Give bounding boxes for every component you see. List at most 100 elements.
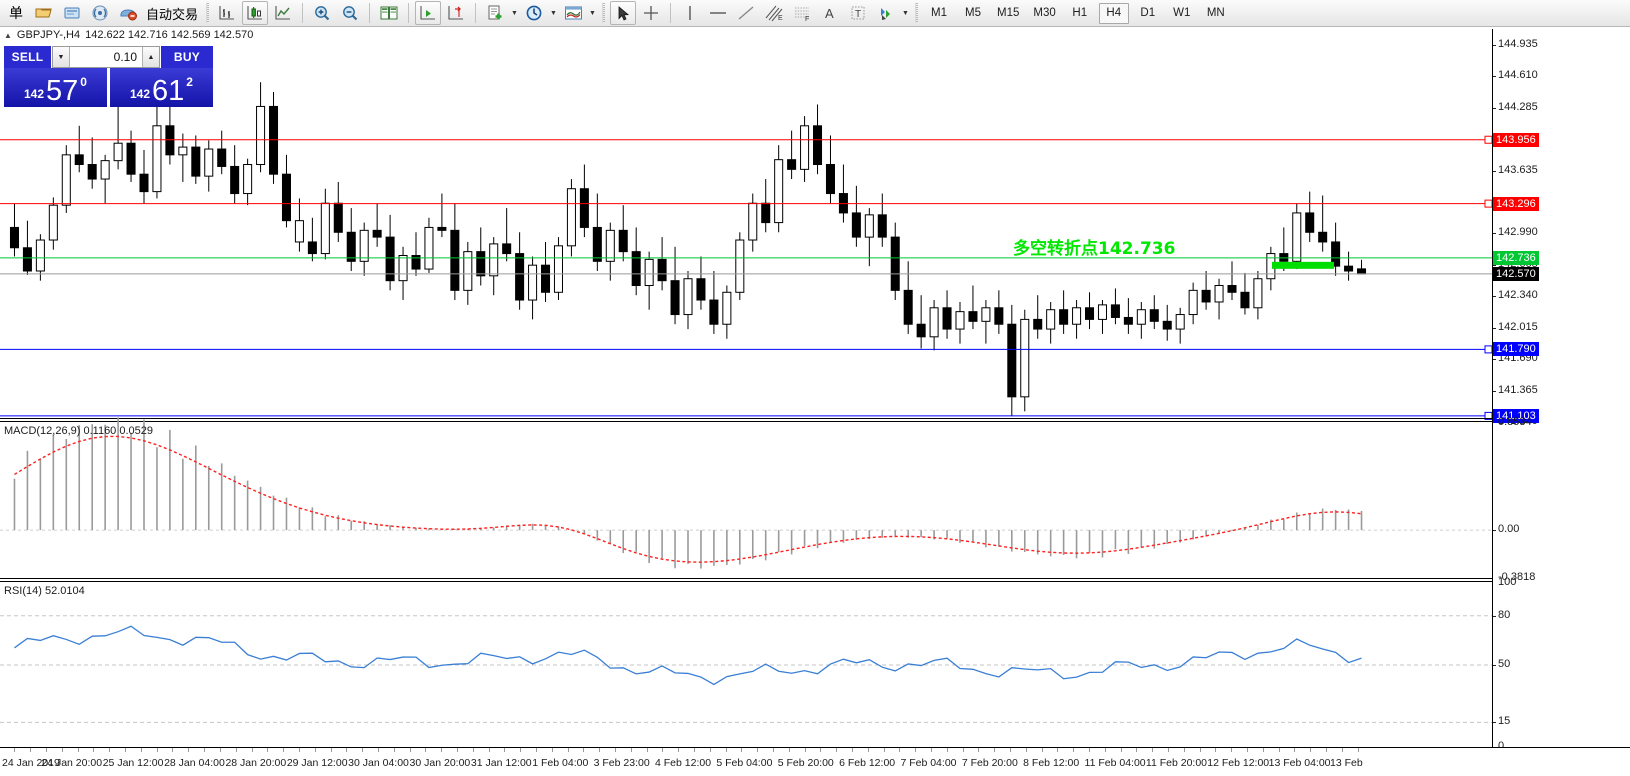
vertical-line-icon[interactable] bbox=[677, 1, 703, 25]
svg-text:T: T bbox=[855, 9, 861, 20]
time-tick-mark bbox=[1168, 748, 1169, 752]
signal-icon[interactable] bbox=[87, 1, 113, 25]
price-tick-label: 144.285 bbox=[1498, 100, 1538, 113]
candle bbox=[903, 261, 913, 334]
ohlc-values: 142.622 142.716 142.569 142.570 bbox=[85, 29, 254, 41]
sell-price-display[interactable]: 142 57 0 bbox=[4, 68, 107, 107]
level-line-handle[interactable] bbox=[1484, 345, 1493, 354]
sell-button[interactable]: SELL bbox=[4, 46, 51, 68]
period-icon[interactable] bbox=[521, 1, 547, 25]
chart-shift-icon[interactable] bbox=[443, 1, 469, 25]
time-tick-mark bbox=[741, 748, 743, 752]
time-tick-mark bbox=[14, 748, 16, 752]
market-icon[interactable] bbox=[115, 1, 141, 25]
autoscroll-icon[interactable] bbox=[415, 1, 442, 25]
candle bbox=[502, 208, 512, 262]
candle bbox=[1136, 301, 1146, 339]
indicators-icon[interactable] bbox=[482, 1, 508, 25]
level-line-handle[interactable] bbox=[1484, 135, 1493, 144]
macd-tick-label: -0.3818 bbox=[1498, 571, 1536, 583]
price-macd-divider-2 bbox=[0, 421, 1630, 422]
time-tick-mark bbox=[599, 748, 601, 752]
collapse-chart-icon[interactable]: ▲ bbox=[4, 30, 12, 40]
horizontal-line-icon[interactable] bbox=[705, 1, 731, 25]
buy-price-display[interactable]: 142 61 2 bbox=[110, 68, 213, 107]
candle bbox=[968, 285, 978, 330]
volume-stepper[interactable]: ▼ 0.10 ▲ bbox=[52, 46, 160, 68]
time-tick-mark bbox=[1152, 748, 1154, 752]
timeframe-mn[interactable]: MN bbox=[1206, 7, 1225, 19]
volume-input[interactable]: 0.10 bbox=[70, 47, 142, 67]
candle bbox=[333, 181, 343, 242]
timeframe-m5[interactable]: M5 bbox=[965, 7, 981, 19]
time-tick-mark bbox=[425, 748, 427, 752]
candle bbox=[1046, 301, 1056, 344]
text-label-icon[interactable]: A bbox=[817, 1, 843, 25]
candle bbox=[1175, 307, 1185, 344]
equidistant-channel-icon[interactable]: E bbox=[761, 1, 787, 25]
trendline-icon[interactable] bbox=[733, 1, 759, 25]
fibonacci-icon[interactable]: F bbox=[789, 1, 815, 25]
price-level-label-support[interactable]: 141.790 bbox=[1493, 342, 1539, 357]
time-tick-label: 13 Feb 04:00 bbox=[1268, 757, 1331, 769]
time-tick-mark bbox=[1136, 748, 1138, 752]
level-line-handle[interactable] bbox=[1484, 199, 1493, 208]
timeframe-h4[interactable]: H4 bbox=[1098, 2, 1129, 24]
templates-dropdown-icon[interactable]: ▼ bbox=[589, 9, 596, 17]
tile-windows-icon[interactable] bbox=[376, 1, 402, 25]
new-order-icon[interactable]: 单 bbox=[3, 1, 29, 25]
zoom-out-icon[interactable] bbox=[337, 1, 363, 25]
timeframe-d1[interactable]: D1 bbox=[1140, 7, 1156, 19]
price-level-label-resistance[interactable]: 143.956 bbox=[1493, 132, 1539, 147]
zoom-in-icon[interactable] bbox=[309, 1, 335, 25]
timeframe-w1[interactable]: W1 bbox=[1173, 7, 1191, 19]
price-level-label-pivot[interactable]: 142.736 bbox=[1493, 250, 1539, 265]
candle bbox=[178, 133, 188, 182]
volume-decrease-icon[interactable]: ▼ bbox=[53, 47, 70, 67]
rsi-tick-label: 80 bbox=[1498, 608, 1511, 621]
cursor-icon[interactable] bbox=[610, 1, 637, 25]
volume-increase-icon[interactable]: ▲ bbox=[142, 47, 159, 67]
sell-price-mid: 57 bbox=[46, 75, 79, 107]
templates-icon[interactable] bbox=[560, 1, 586, 25]
time-tick-mark bbox=[994, 748, 996, 752]
buy-button[interactable]: BUY bbox=[161, 46, 213, 68]
price-level-label-support[interactable]: 141.103 bbox=[1493, 408, 1539, 423]
text-box-icon[interactable]: T bbox=[845, 1, 871, 25]
price-chart-canvas[interactable] bbox=[0, 29, 1493, 422]
main-toolbar[interactable]: 单 bbox=[0, 0, 1630, 27]
timeframe-m15[interactable]: M15 bbox=[997, 7, 1020, 19]
candle bbox=[605, 222, 615, 281]
price-level-label-resistance[interactable]: 143.296 bbox=[1493, 196, 1539, 211]
bar-chart-icon[interactable] bbox=[214, 1, 240, 25]
time-scale[interactable]: 24 Jan 2019 24 Jan 20:00 25 Jan 12:00 28 Ja… bbox=[0, 747, 1630, 776]
candle bbox=[294, 198, 304, 252]
indicators-dropdown-icon[interactable]: ▼ bbox=[511, 9, 518, 17]
objects-dropdown-icon[interactable]: ▼ bbox=[902, 9, 909, 17]
objects-icon[interactable] bbox=[873, 1, 899, 25]
candlestick-chart-icon[interactable] bbox=[242, 1, 269, 25]
macd-chart-canvas[interactable] bbox=[0, 417, 1492, 578]
timeframe-m30[interactable]: M30 bbox=[1033, 7, 1056, 19]
crosshair-icon[interactable] bbox=[638, 1, 664, 25]
time-tick-label: 28 Jan 20:00 bbox=[225, 757, 287, 769]
period-dropdown-icon[interactable]: ▼ bbox=[550, 9, 557, 17]
candle bbox=[385, 214, 395, 291]
price-scale[interactable]: 144.935144.610144.285143.635142.990142.6… bbox=[1492, 29, 1630, 752]
timeframe-h1[interactable]: H1 bbox=[1072, 7, 1088, 19]
candle bbox=[269, 91, 279, 184]
time-tick-mark bbox=[1057, 748, 1059, 752]
time-tick-mark bbox=[804, 748, 806, 752]
autotrading-button[interactable]: 自动交易 bbox=[146, 6, 199, 22]
one-click-trading-panel[interactable]: SELL ▼ 0.10 ▲ BUY 142 57 0 142 61 2 bbox=[4, 46, 213, 107]
price-level-label-current-price[interactable]: 142.570 bbox=[1493, 266, 1539, 281]
profile-icon[interactable] bbox=[59, 1, 85, 25]
price-macd-divider bbox=[0, 418, 1630, 419]
rsi-chart-canvas[interactable] bbox=[0, 583, 1492, 747]
timeframe-m1[interactable]: M1 bbox=[931, 7, 947, 19]
folder-icon[interactable] bbox=[31, 1, 57, 25]
time-tick-label: 3 Feb 23:00 bbox=[593, 757, 650, 769]
line-chart-icon[interactable] bbox=[270, 1, 296, 25]
time-tick-mark bbox=[298, 748, 300, 752]
time-tick-mark bbox=[46, 748, 48, 752]
